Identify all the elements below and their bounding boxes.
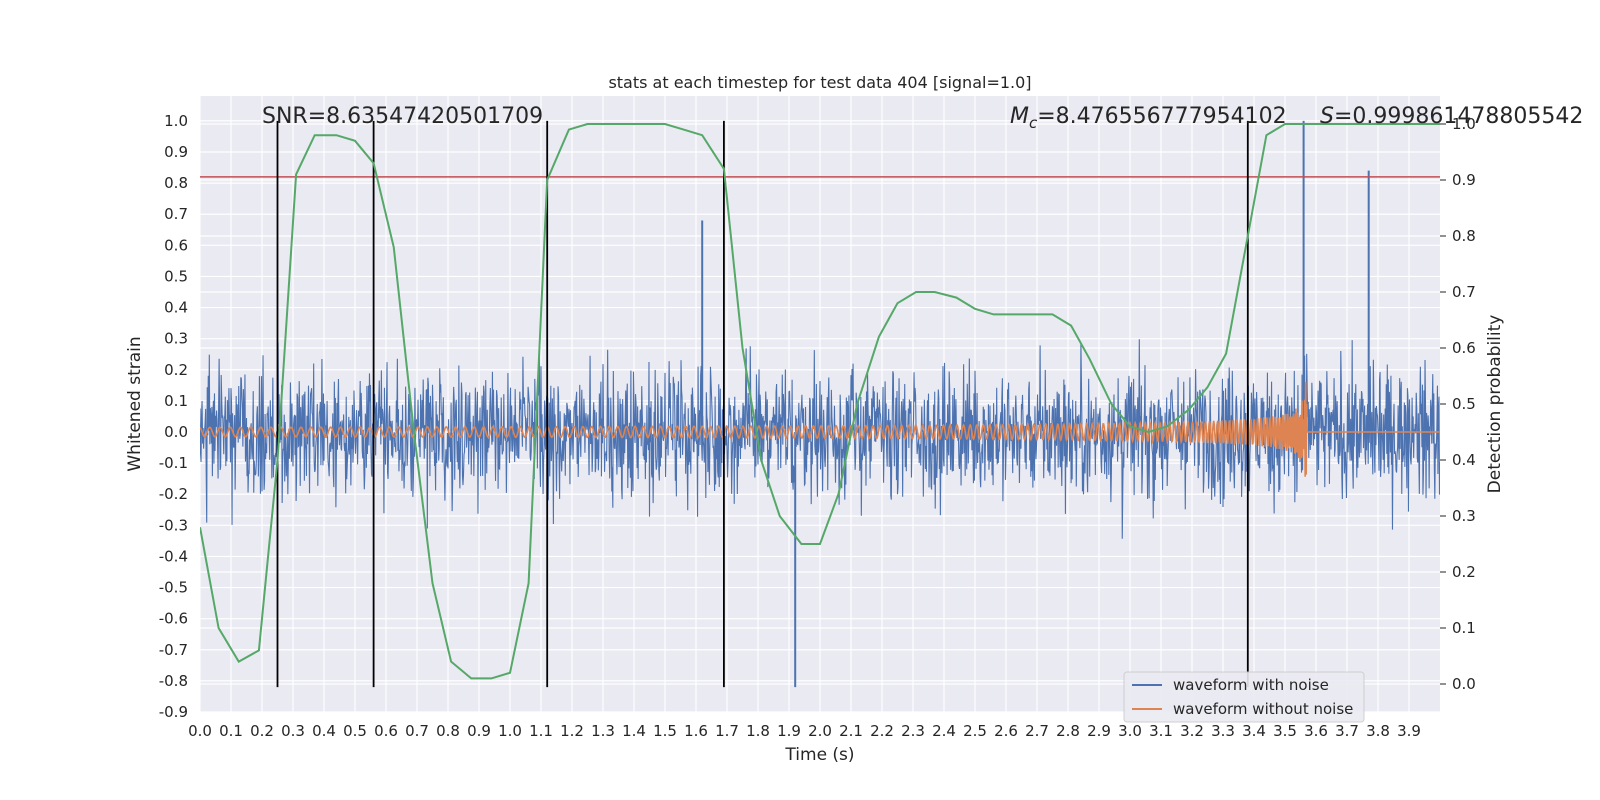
y-tick-9: 0.1 [164,392,188,410]
y-tick-6: 0.4 [164,299,188,317]
x-tick-18: 1.8 [746,722,770,740]
x-tick-2: 0.2 [250,722,274,740]
x-tick-33: 3.3 [1211,722,1235,740]
x-tick-9: 0.9 [467,722,491,740]
x-tick-19: 1.9 [777,722,801,740]
x-tick-10: 1.0 [498,722,522,740]
y2-tick-2: 0.8 [1452,227,1476,245]
x-tick-8: 0.8 [436,722,460,740]
y2-tick-0: 1.0 [1452,115,1476,133]
y-tick-18: -0.8 [159,672,188,690]
x-tick-12: 1.2 [560,722,584,740]
y2-tick-7: 0.3 [1452,507,1476,525]
chirp-line [200,382,1440,477]
x-tick-34: 3.4 [1242,722,1266,740]
x-tick-26: 2.6 [994,722,1018,740]
y2-axis-ticks: 1.0 0.9 0.8 0.7 0.6 0.5 0.4 0.3 0.2 0.1 0.0 [1440,115,1476,693]
series-waveform-without-noise [200,382,1440,477]
y2-tick-4: 0.6 [1452,339,1476,357]
x-tick-25: 2.5 [963,722,987,740]
x-tick-31: 3.1 [1149,722,1173,740]
y-tick-19: -0.9 [159,703,188,721]
noise-line [200,339,1440,539]
y-tick-3: 0.7 [164,205,188,223]
x-tick-5: 0.5 [343,722,367,740]
annotation-s-symbol: S [1320,104,1334,129]
chart-title: stats at each timestep for test data 404… [608,73,1031,92]
x-tick-17: 1.7 [715,722,739,740]
x-tick-22: 2.2 [870,722,894,740]
y-tick-2: 0.8 [164,174,188,192]
x-tick-30: 3.0 [1118,722,1142,740]
x-tick-4: 0.4 [312,722,336,740]
y-tick-14: -0.4 [159,547,188,565]
vertical-markers [276,120,1249,688]
x-tick-0: 0.0 [188,722,212,740]
y-tick-16: -0.6 [159,610,188,628]
y-tick-7: 0.3 [164,330,188,348]
y-tick-0: 1.0 [164,112,188,130]
x-tick-13: 1.3 [591,722,615,740]
annotation-mc-sub: c [1029,114,1038,132]
y-tick-11: -0.1 [159,454,188,472]
x-tick-20: 2.0 [808,722,832,740]
legend: waveform with noise waveform without noi… [1123,671,1365,723]
x-tick-35: 3.5 [1273,722,1297,740]
y-tick-17: -0.7 [159,641,188,659]
x-axis-ticks: 0.0 0.1 0.2 0.3 0.4 0.5 0.6 0.7 0.8 0.9 1.0 1.1 1.2 1… [188,722,1421,740]
x-tick-23: 2.3 [901,722,925,740]
y-tick-8: 0.2 [164,361,188,379]
x-tick-11: 1.1 [529,722,553,740]
x-tick-1: 0.1 [219,722,243,740]
y2-tick-9: 0.1 [1452,619,1476,637]
x-tick-21: 2.1 [839,722,863,740]
y2-axis-label: Detection probability [1485,315,1505,494]
legend-label-noise: waveform with noise [1173,676,1329,694]
x-tick-32: 3.2 [1180,722,1204,740]
annotation-snr: SNR=8.63547420501709 [262,104,543,129]
y-tick-13: -0.3 [159,516,188,534]
y2-tick-10: 0.0 [1452,675,1476,693]
legend-label-clean: waveform without noise [1173,700,1353,718]
x-tick-29: 2.9 [1087,722,1111,740]
x-tick-39: 3.9 [1397,722,1421,740]
prob-line [200,123,1440,680]
y2-tick-1: 0.9 [1452,171,1476,189]
y-axis-ticks: 1.0 0.9 0.8 0.7 0.6 0.5 0.4 0.3 0.2 0.1 0.0 -0.1 -0.… [159,112,188,721]
x-tick-27: 2.7 [1025,722,1049,740]
y-tick-5: 0.5 [164,267,188,285]
y2-tick-6: 0.4 [1452,451,1476,469]
x-tick-7: 0.7 [405,722,429,740]
y2-tick-3: 0.7 [1452,283,1476,301]
annotation-s-value: =0.999861478805542 [1334,104,1583,129]
y-axis-label: Whitened strain [125,336,145,471]
x-tick-15: 1.5 [653,722,677,740]
series-waveform-with-noise [200,120,1440,688]
annotation-mc-symbol: M [1010,104,1029,129]
x-tick-16: 1.6 [684,722,708,740]
x-tick-6: 0.6 [374,722,398,740]
y2-tick-5: 0.5 [1452,395,1476,413]
annotation-mc-value: =8.476556777954102 [1037,104,1286,129]
x-tick-24: 2.4 [932,722,956,740]
y-tick-15: -0.5 [159,579,188,597]
grid [199,96,1440,713]
x-axis-label: Time (s) [784,745,854,765]
y-tick-12: -0.2 [159,485,188,503]
y2-tick-8: 0.2 [1452,563,1476,581]
legend-box [1123,671,1365,723]
annotation-s: S=0.999861478805542 [1320,104,1583,129]
x-tick-38: 3.8 [1366,722,1390,740]
x-tick-37: 3.7 [1335,722,1359,740]
x-tick-3: 0.3 [281,722,305,740]
series-detection-probability [200,123,1440,680]
x-tick-28: 2.8 [1056,722,1080,740]
y-tick-1: 0.9 [164,143,188,161]
y-tick-10: 0.0 [164,423,188,441]
x-tick-36: 3.6 [1304,722,1328,740]
annotation-mc: Mc=8.476556777954102 [1010,104,1287,132]
x-tick-14: 1.4 [622,722,646,740]
y-tick-4: 0.6 [164,236,188,254]
